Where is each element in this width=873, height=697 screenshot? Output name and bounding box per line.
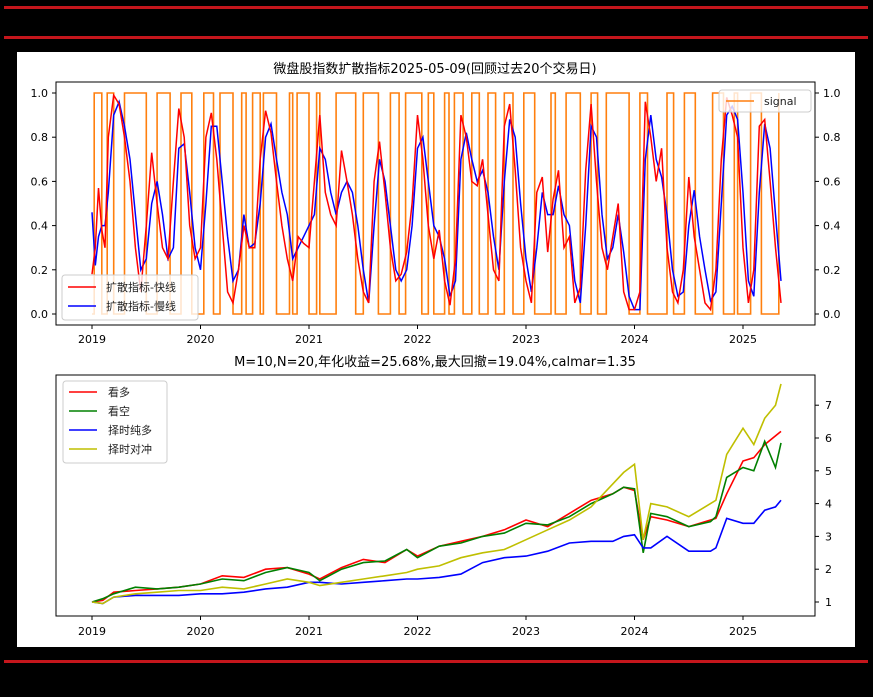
- svg-text:2023: 2023: [512, 625, 540, 638]
- svg-text:3: 3: [825, 530, 832, 543]
- svg-text:2020: 2020: [187, 625, 215, 638]
- series-择时纯多: [91, 499, 782, 605]
- svg-text:1.0: 1.0: [31, 87, 49, 100]
- svg-text:2019: 2019: [78, 333, 106, 346]
- svg-text:2022: 2022: [404, 333, 432, 346]
- svg-text:2020: 2020: [187, 333, 215, 346]
- svg-text:2024: 2024: [621, 333, 649, 346]
- svg-text:2021: 2021: [295, 333, 323, 346]
- svg-text:2019: 2019: [78, 625, 106, 638]
- svg-text:2025: 2025: [729, 625, 757, 638]
- legend-hedge-label: 择时对冲: [108, 442, 152, 456]
- svg-text:1.0: 1.0: [823, 87, 841, 100]
- svg-text:0.4: 0.4: [31, 220, 49, 233]
- svg-text:0.8: 0.8: [823, 131, 841, 144]
- svg-text:0.2: 0.2: [823, 264, 841, 277]
- series-看多: [91, 430, 782, 603]
- bottom-plot-area: [91, 383, 782, 605]
- figure-panel: 微盘股指数扩散指标2025-05-09(回顾过去20个交易日) 0.0 0.0 0.…: [17, 52, 855, 647]
- svg-text:7: 7: [825, 399, 832, 412]
- svg-text:2022: 2022: [404, 625, 432, 638]
- top-legend-right: signal: [718, 89, 812, 113]
- top-axis-ticks: 0.0 0.0 0.2 0.2 0.4 0.4 0.6 0.6 0.8 0.8 1.0 1.0 2019…: [31, 87, 841, 346]
- svg-text:2021: 2021: [295, 625, 323, 638]
- legend-fast-label: 扩散指标-快线: [106, 280, 176, 294]
- svg-text:6: 6: [825, 432, 832, 445]
- top-axes-frame: [55, 81, 816, 326]
- bottom-chart-title: M=10,N=20,年化收益=25.68%,最大回撤=19.04%,calmar…: [234, 354, 636, 370]
- bottom-red-rule: [4, 660, 868, 663]
- bottom-axes-frame: [55, 374, 816, 617]
- legend-slow-label: 扩散指标-慢线: [106, 299, 176, 313]
- legend-long-only-label: 择时纯多: [108, 423, 152, 437]
- svg-text:2023: 2023: [512, 333, 540, 346]
- legend-bear-label: 看空: [108, 404, 130, 418]
- series-signal: [92, 92, 780, 315]
- legend-bull-label: 看多: [108, 385, 130, 399]
- bottom-axis-ticks: 1 2 3 4 5 6 7 2019 2020 2021 2022 2023 2024 2025: [78, 399, 832, 638]
- svg-text:2025: 2025: [729, 333, 757, 346]
- legend-signal-label: signal: [764, 95, 797, 108]
- top-chart-title: 微盘股指数扩散指标2025-05-09(回顾过去20个交易日): [273, 61, 596, 77]
- svg-text:0.0: 0.0: [823, 308, 841, 321]
- top-red-rule-2: [4, 36, 868, 39]
- svg-text:4: 4: [825, 498, 832, 511]
- svg-text:0.8: 0.8: [31, 131, 49, 144]
- svg-text:2: 2: [825, 563, 832, 576]
- top-legend-left: 扩散指标-快线 扩散指标-慢线: [61, 274, 199, 321]
- svg-text:5: 5: [825, 465, 832, 478]
- svg-text:0.0: 0.0: [31, 308, 49, 321]
- svg-text:0.6: 0.6: [31, 175, 49, 188]
- series-择时对冲: [91, 383, 782, 605]
- svg-text:0.2: 0.2: [31, 264, 49, 277]
- svg-text:1: 1: [825, 596, 832, 609]
- bottom-legend: 看多 看空 择时纯多 择时对冲: [62, 380, 168, 464]
- svg-text:2024: 2024: [621, 625, 649, 638]
- top-red-rule-1: [4, 6, 868, 9]
- svg-text:0.6: 0.6: [823, 175, 841, 188]
- series-扩散指标-快线: [91, 92, 782, 312]
- series-看空: [91, 439, 782, 603]
- top-plot-area: [91, 92, 782, 315]
- figure-svg: 微盘股指数扩散指标2025-05-09(回顾过去20个交易日) 0.0 0.00.…: [31, 61, 841, 638]
- svg-text:0.4: 0.4: [823, 220, 841, 233]
